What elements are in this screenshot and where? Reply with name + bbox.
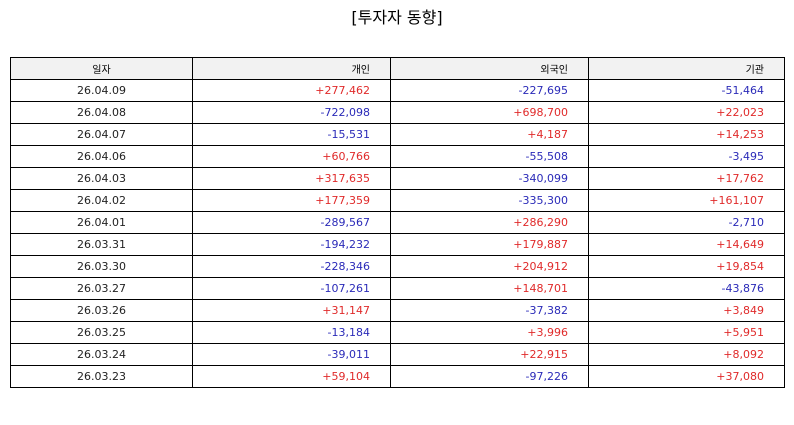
cell-individual: +177,359 [192, 189, 391, 212]
cell-individual: +59,104 [192, 365, 391, 388]
table-row: 26.03.30 -228,346 +204,912 +19,854 [10, 255, 785, 278]
cell-foreign: +286,290 [390, 211, 589, 234]
header-individual: 개인 [192, 57, 391, 80]
cell-institution: +5,951 [588, 321, 785, 344]
table-row: 26.03.26 +31,147 -37,382 +3,849 [10, 299, 785, 322]
cell-date: 26.03.25 [10, 321, 193, 344]
cell-foreign: +698,700 [390, 101, 589, 124]
cell-foreign: +3,996 [390, 321, 589, 344]
cell-institution: +161,107 [588, 189, 785, 212]
header-date: 일자 [10, 57, 193, 80]
table-row: 26.03.31 -194,232 +179,887 +14,649 [10, 233, 785, 256]
cell-institution: -51,464 [588, 79, 785, 102]
cell-institution: +37,080 [588, 365, 785, 388]
cell-date: 26.04.01 [10, 211, 193, 234]
cell-individual: +60,766 [192, 145, 391, 168]
cell-individual: +31,147 [192, 299, 391, 322]
cell-individual: -194,232 [192, 233, 391, 256]
table-row: 26.03.23 +59,104 -97,226 +37,080 [10, 365, 785, 388]
cell-institution: +19,854 [588, 255, 785, 278]
header-foreign: 외국인 [390, 57, 589, 80]
cell-foreign: +204,912 [390, 255, 589, 278]
cell-date: 26.04.08 [10, 101, 193, 124]
table-row: 26.03.27 -107,261 +148,701 -43,876 [10, 277, 785, 300]
cell-date: 26.03.24 [10, 343, 193, 366]
table-row: 26.03.24 -39,011 +22,915 +8,092 [10, 343, 785, 366]
cell-foreign: +22,915 [390, 343, 589, 366]
cell-individual: -15,531 [192, 123, 391, 146]
cell-date: 26.03.27 [10, 277, 193, 300]
cell-individual: -289,567 [192, 211, 391, 234]
cell-foreign: -37,382 [390, 299, 589, 322]
header-row: 일자 개인 외국인 기관 [10, 57, 785, 80]
table-row: 26.04.08 -722,098 +698,700 +22,023 [10, 101, 785, 124]
cell-foreign: -227,695 [390, 79, 589, 102]
cell-individual: -228,346 [192, 255, 391, 278]
cell-institution: +8,092 [588, 343, 785, 366]
cell-institution: -3,495 [588, 145, 785, 168]
cell-date: 26.04.02 [10, 189, 193, 212]
table-row: 26.04.09 +277,462 -227,695 -51,464 [10, 79, 785, 102]
table-row: 26.04.02 +177,359 -335,300 +161,107 [10, 189, 785, 212]
cell-institution: -43,876 [588, 277, 785, 300]
cell-date: 26.03.30 [10, 255, 193, 278]
cell-institution: +14,649 [588, 233, 785, 256]
cell-individual: -13,184 [192, 321, 391, 344]
cell-date: 26.03.23 [10, 365, 193, 388]
cell-individual: -39,011 [192, 343, 391, 366]
cell-date: 26.04.03 [10, 167, 193, 190]
cell-individual: +277,462 [192, 79, 391, 102]
cell-foreign: +179,887 [390, 233, 589, 256]
cell-date: 26.03.26 [10, 299, 193, 322]
cell-individual: -107,261 [192, 277, 391, 300]
table-row: 26.04.06 +60,766 -55,508 -3,495 [10, 145, 785, 168]
cell-date: 26.04.06 [10, 145, 193, 168]
cell-foreign: -55,508 [390, 145, 589, 168]
investor-trend-table: 일자 개인 외국인 기관 26.04.09 +277,462 -227,695 -51… [10, 57, 785, 388]
table-row: 26.03.25 -13,184 +3,996 +5,951 [10, 321, 785, 344]
cell-date: 26.03.31 [10, 233, 193, 256]
cell-foreign: +148,701 [390, 277, 589, 300]
cell-institution: +14,253 [588, 123, 785, 146]
cell-foreign: +4,187 [390, 123, 589, 146]
page-title: [투자자 동향] [351, 8, 443, 27]
table-header: 일자 개인 외국인 기관 [10, 57, 785, 80]
cell-institution: +17,762 [588, 167, 785, 190]
table-body: 26.04.09 +277,462 -227,695 -51,464 26.04.08-… [10, 79, 785, 388]
cell-date: 26.04.09 [10, 79, 193, 102]
table-row: 26.04.01 -289,567 +286,290 -2,710 [10, 211, 785, 234]
header-institution: 기관 [588, 57, 785, 80]
cell-foreign: -97,226 [390, 365, 589, 388]
cell-individual: +317,635 [192, 167, 391, 190]
cell-foreign: -340,099 [390, 167, 589, 190]
cell-date: 26.04.07 [10, 123, 193, 146]
cell-institution: -2,710 [588, 211, 785, 234]
cell-institution: +3,849 [588, 299, 785, 322]
cell-institution: +22,023 [588, 101, 785, 124]
cell-individual: -722,098 [192, 101, 391, 124]
table-row: 26.04.03 +317,635 -340,099 +17,762 [10, 167, 785, 190]
cell-foreign: -335,300 [390, 189, 589, 212]
table-row: 26.04.07 -15,531 +4,187 +14,253 [10, 123, 785, 146]
